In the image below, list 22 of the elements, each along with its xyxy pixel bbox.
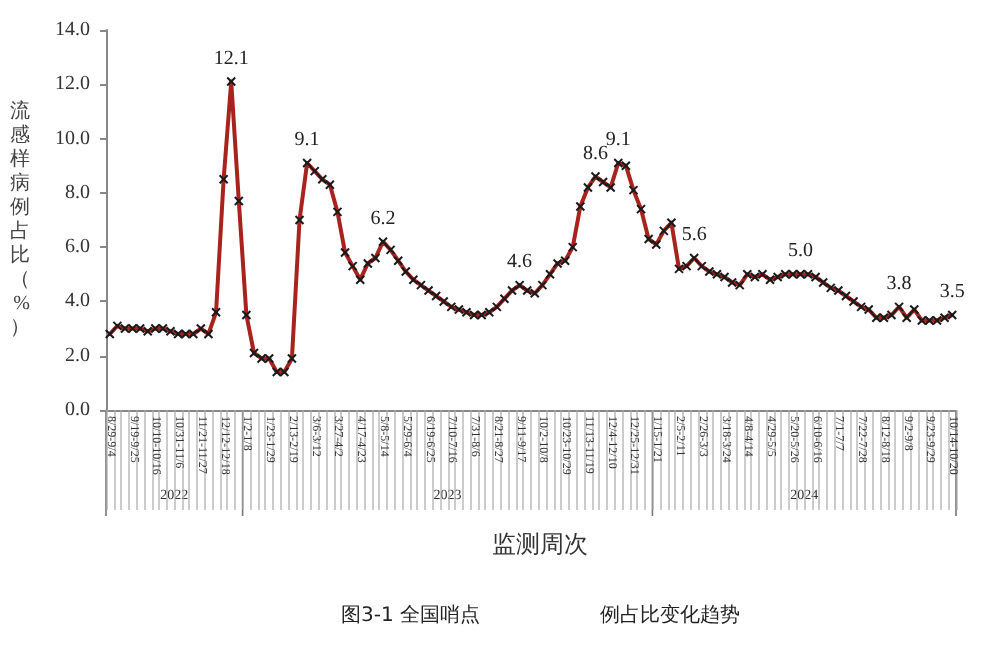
y-tick-label: 4.0	[65, 290, 90, 313]
y-tick-label: 8.0	[65, 181, 90, 204]
data-label: 4.6	[507, 251, 533, 274]
data-label: 6.2	[370, 207, 396, 230]
y-tick-label: 6.0	[65, 236, 90, 259]
caption: 图3-1 全国哨点	[340, 603, 480, 627]
text: 流感样病例占比（%）	[10, 101, 30, 339]
data-label: 8.6	[583, 142, 609, 165]
y-tick-label: 14.0	[55, 19, 90, 41]
data-label: 3.8	[886, 272, 912, 295]
x-axis-title: 监测周次	[492, 530, 588, 558]
y-tick-label: 10.0	[55, 127, 90, 150]
text: 例占比变化趋势	[600, 603, 740, 627]
data-label: 5.0	[787, 240, 813, 263]
data-label: 5.6	[681, 224, 707, 246]
y-tick-label: 2.0	[65, 344, 90, 367]
y-tick-label: 0.0	[65, 399, 90, 421]
data-label: 3.5	[939, 281, 965, 303]
data-label: 12.1	[213, 47, 249, 70]
y-tick-label: 12.0	[55, 73, 90, 96]
data-label: 9.1	[605, 129, 631, 151]
data-label: 9.1	[294, 129, 320, 151]
